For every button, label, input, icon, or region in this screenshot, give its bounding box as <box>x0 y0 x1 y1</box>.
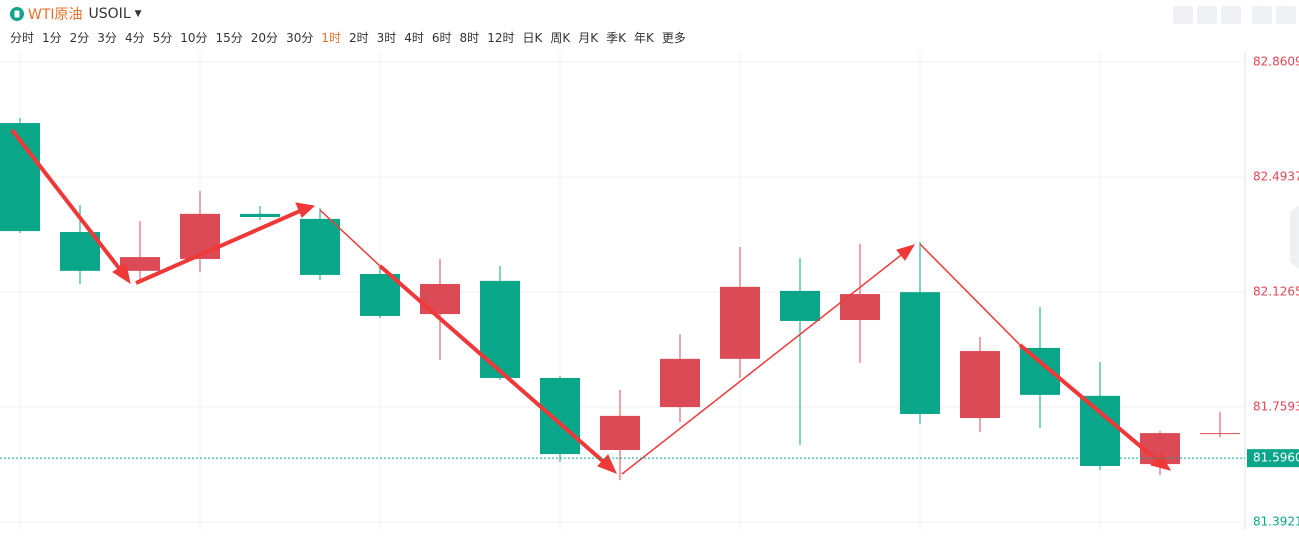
candle-body <box>420 284 460 315</box>
candle-body <box>300 218 340 275</box>
period-tab[interactable]: 4分 <box>124 31 145 45</box>
candle-body <box>180 213 220 259</box>
period-tab[interactable]: 月K <box>578 31 599 45</box>
period-tab[interactable]: 12时 <box>487 31 515 45</box>
tool-icon[interactable] <box>1252 6 1272 24</box>
y-tick-label: 81.3921 <box>1253 515 1299 529</box>
period-tab[interactable]: 20分 <box>250 31 279 45</box>
toolbar: WTI原油 USOIL ▼ 分时 1分 2分 3分 4分 5分 10分 15分 20分 30分 1时… <box>0 0 1299 52</box>
candle-body <box>720 286 760 359</box>
period-tab[interactable]: 4时 <box>404 31 424 45</box>
arrow-head <box>597 454 617 474</box>
arrow <box>378 264 607 465</box>
arrow <box>919 243 1021 346</box>
candle-body <box>660 358 700 408</box>
side-tab[interactable] <box>1290 205 1299 269</box>
period-tab[interactable]: 1分 <box>42 31 62 45</box>
period-tab[interactable]: 2分 <box>69 31 90 45</box>
period-tab[interactable]: 更多 <box>661 31 686 45</box>
last-price-tag <box>1247 449 1299 468</box>
tool-icon[interactable] <box>1197 6 1217 24</box>
period-tab[interactable]: 1时 <box>321 31 341 45</box>
caret: ▼ <box>134 9 142 19</box>
period-tabs: 分时 1分 2分 3分 4分 5分 10分 15分 20分 30分 1时 2时 3时 4时 6时 8时 12时日… <box>10 29 686 46</box>
arrow-head <box>896 244 916 261</box>
arrow <box>319 209 381 267</box>
period-tab[interactable]: 3分 <box>97 31 117 45</box>
y-tick-label: 81.7593 <box>1253 400 1299 414</box>
symbol-icon <box>10 7 24 21</box>
period-tab[interactable]: 3时 <box>376 31 397 45</box>
candle-body <box>480 280 520 378</box>
period-tab[interactable]: 季K <box>606 31 626 45</box>
period-tab[interactable]: 8时 <box>459 31 480 45</box>
period-tab[interactable]: 年K <box>633 31 654 45</box>
candle-body <box>240 213 280 217</box>
price-axis: 82.8609 82.4937 82.1265 81.7593 81.3921 81.59… <box>0 55 1299 529</box>
symbol-picker[interactable]: WTI原油 USOIL ▼ <box>10 4 142 24</box>
arrow <box>10 128 124 274</box>
candle-body <box>960 351 1000 419</box>
grid <box>0 52 1246 530</box>
candle-body <box>120 257 160 271</box>
y-tick-label: 82.8609 <box>1253 55 1299 69</box>
symbol-code: USOIL <box>88 6 131 22</box>
period-tab[interactable]: 30分 <box>286 31 314 45</box>
candle-body <box>780 290 820 321</box>
period-tab[interactable]: 周K <box>550 31 571 45</box>
arrow-head <box>112 263 131 285</box>
y-tick-label: 82.1265 <box>1253 285 1299 299</box>
candles <box>0 118 1240 481</box>
candle-body <box>600 415 640 450</box>
period-tab[interactable]: 10分 <box>180 31 208 45</box>
period-tab[interactable]: 日K <box>522 31 543 45</box>
period-tab[interactable]: 6时 <box>431 31 452 45</box>
arrow <box>1018 343 1160 463</box>
arrow <box>135 209 301 285</box>
period-tab[interactable]: 2时 <box>348 31 369 45</box>
candle-body <box>900 292 940 414</box>
arrow-head <box>1150 453 1172 471</box>
period-tab[interactable]: 15分 <box>215 31 243 45</box>
y-tick-label: 82.4937 <box>1253 170 1299 184</box>
tool-icon[interactable] <box>1276 6 1296 24</box>
trend-arrows <box>10 128 1172 475</box>
candle-body <box>1080 395 1120 466</box>
arrow <box>621 251 906 475</box>
candle-body <box>540 377 580 455</box>
symbol-name: WTI原油 <box>28 7 83 23</box>
period-tab[interactable]: 分时 <box>10 31 35 45</box>
tool-icon[interactable] <box>1221 6 1241 24</box>
arrow-head <box>295 202 316 218</box>
tool-icon[interactable] <box>1173 6 1193 24</box>
candle-body <box>360 273 400 316</box>
candle-body <box>60 232 100 271</box>
last-price-label: 81.5960 <box>1253 451 1299 465</box>
period-tab[interactable]: 5分 <box>152 31 173 45</box>
candle-body <box>1200 433 1240 435</box>
